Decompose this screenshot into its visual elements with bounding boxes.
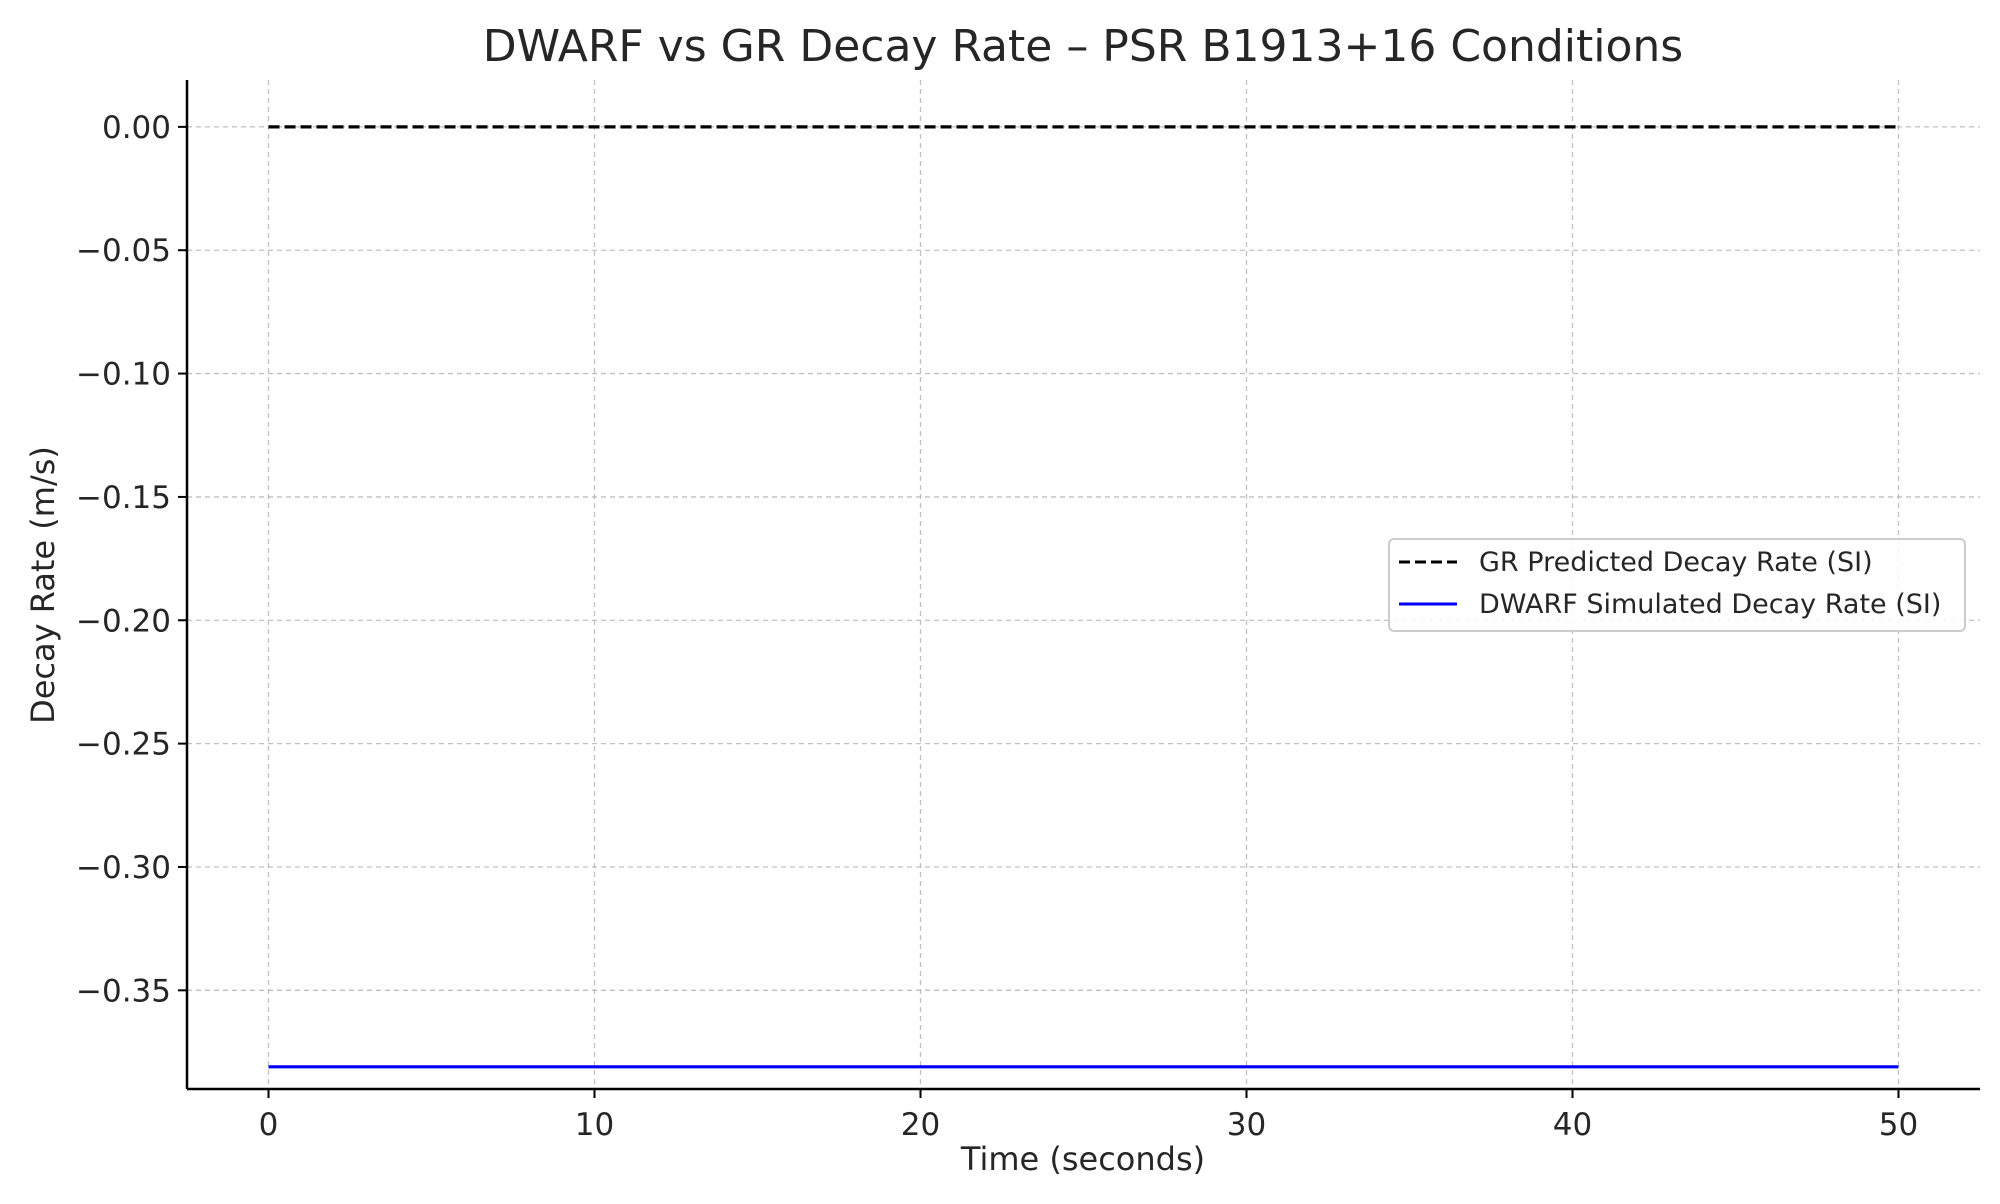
y-tick-label: −0.10: [76, 357, 171, 393]
x-axis-label: Time (seconds): [960, 1140, 1205, 1178]
x-tick-label: 30: [1227, 1107, 1266, 1143]
y-tick-label: −0.35: [76, 973, 171, 1009]
y-tick-label: −0.30: [76, 850, 171, 886]
axes: [185, 80, 1980, 1091]
y-axis-label: Decay Rate (m/s): [24, 446, 62, 724]
x-tick-label: 20: [901, 1107, 940, 1143]
x-tick-label: 10: [575, 1107, 614, 1143]
x-tick-label: 50: [1879, 1107, 1918, 1143]
legend-label-dwarf: DWARF Simulated Decay Rate (SI): [1479, 589, 1941, 620]
chart-title: DWARF vs GR Decay Rate – PSR B1913+16 Co…: [483, 21, 1683, 72]
x-ticks: 0 10 20 30 40 50: [259, 1089, 1918, 1143]
series-layer: [268, 125, 1899, 1069]
legend-frame: [1388, 538, 1966, 632]
y-ticks: 0.00 −0.05 −0.10 −0.15 −0.20 −0.25 −0.30 −0.35: [76, 110, 187, 1009]
x-tick-label: 40: [1553, 1107, 1592, 1143]
y-tick-label: −0.05: [76, 233, 171, 269]
y-tick-label: −0.20: [76, 603, 171, 639]
y-tick-label: 0.00: [102, 110, 171, 146]
legend-label-gr: GR Predicted Decay Rate (SI): [1479, 547, 1873, 578]
x-tick-label: 0: [259, 1107, 279, 1143]
y-tick-label: −0.15: [76, 480, 171, 516]
legend: GR Predicted Decay Rate (SI) DWARF Simul…: [1388, 538, 1966, 632]
y-tick-label: −0.25: [76, 727, 171, 763]
